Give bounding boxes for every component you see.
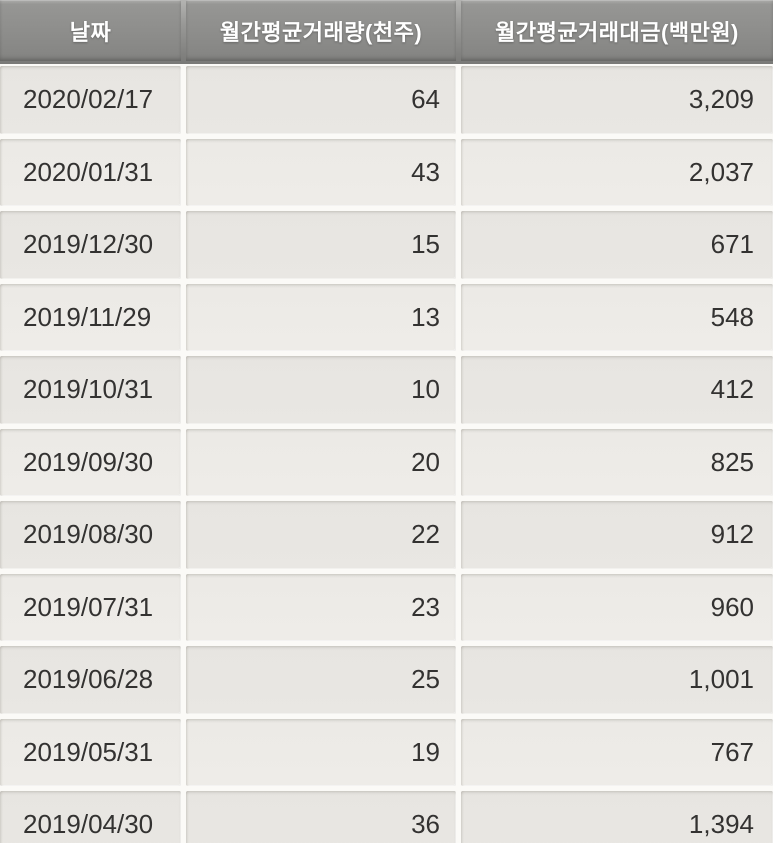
volume-cell: 64 [186,66,456,134]
date-cell: 2019/06/28 [0,646,181,714]
value-cell: 412 [461,356,773,424]
value-cell: 3,209 [461,66,773,134]
volume-cell: 20 [186,428,456,496]
value-cell: 1,394 [461,791,773,843]
value-cell: 825 [461,428,773,496]
date-cell: 2019/08/30 [0,501,181,569]
volume-cell: 10 [186,356,456,424]
volume-cell: 15 [186,211,456,279]
value-cell: 767 [461,718,773,786]
date-cell: 2019/07/31 [0,573,181,641]
value-cell: 671 [461,211,773,279]
date-cell: 2019/10/31 [0,356,181,424]
value-cell: 1,001 [461,646,773,714]
date-cell: 2019/11/29 [0,283,181,351]
volume-cell: 23 [186,573,456,641]
volume-cell: 13 [186,283,456,351]
column-header-value: 월간평균거래대금(백만원) [461,0,773,61]
date-cell: 2019/05/31 [0,718,181,786]
volume-cell: 43 [186,138,456,206]
value-cell: 2,037 [461,138,773,206]
volume-cell: 36 [186,791,456,843]
date-cell: 2020/01/31 [0,138,181,206]
date-cell: 2019/04/30 [0,791,181,843]
date-cell: 2019/12/30 [0,211,181,279]
value-cell: 912 [461,501,773,569]
column-header-volume: 월간평균거래량(천주) [186,0,456,61]
volume-cell: 25 [186,646,456,714]
column-header-date: 날짜 [0,0,181,61]
volume-cell: 22 [186,501,456,569]
date-cell: 2019/09/30 [0,428,181,496]
date-cell: 2020/02/17 [0,66,181,134]
volume-cell: 19 [186,718,456,786]
value-cell: 960 [461,573,773,641]
value-cell: 548 [461,283,773,351]
